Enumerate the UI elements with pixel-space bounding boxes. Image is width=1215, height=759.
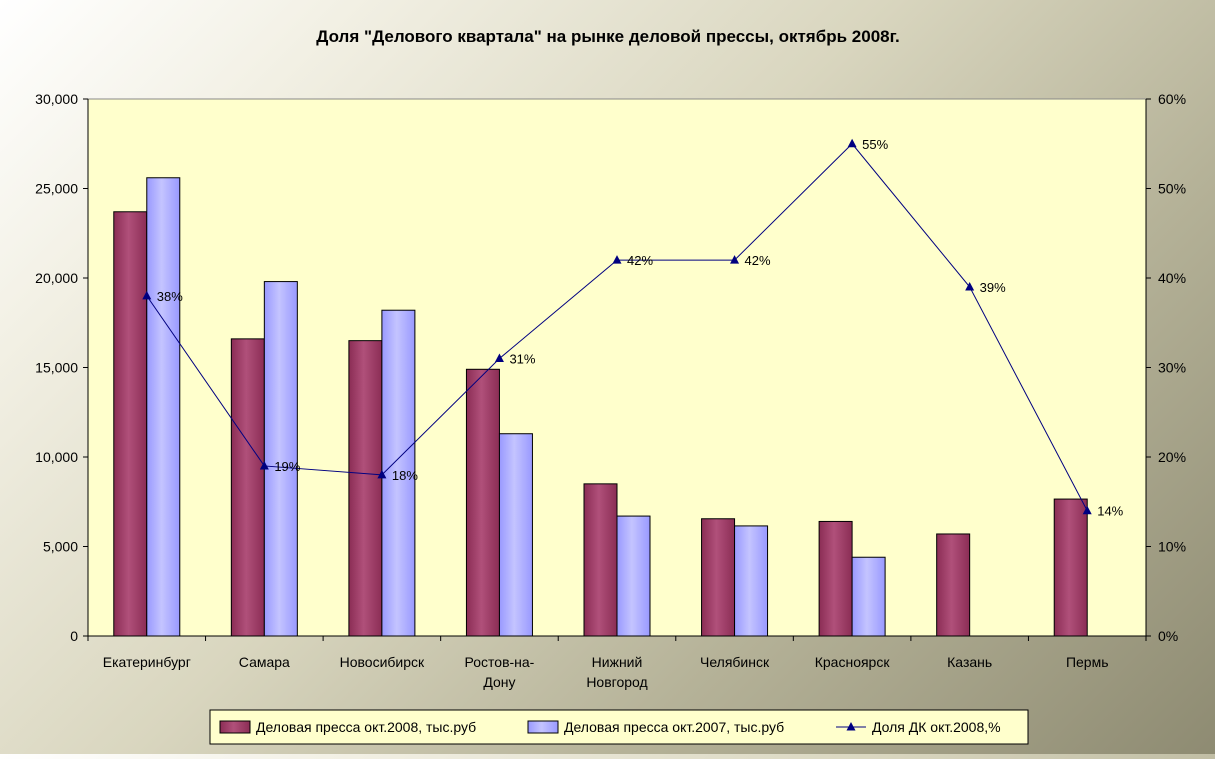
share-data-label-8: 14% [1097,504,1123,519]
bar-2007-6 [851,556,886,637]
share-marker-3 [494,353,504,363]
y-right-tick-label-4: 40% [1158,270,1186,286]
share-data-label-1: 19% [274,459,300,474]
share-data-label-6: 55% [862,137,888,152]
x-category-label-7-0: Казань [947,654,992,670]
x-category-label-4-0: Нижний [592,654,643,670]
bar-2008-2 [348,340,383,637]
y-left-tick-label-5: 25,000 [35,181,78,197]
share-data-label-7: 39% [980,280,1006,295]
bars-group [113,177,1088,637]
share-marker-1 [259,460,269,470]
y-left-tick-label-6: 30,000 [35,91,78,107]
axes-group: 0 5,000 10,000 15,000 20,000 25,000 30,000 0% 10… [35,91,1186,690]
legend: Деловая пресса окт.2008, тыс.руб Деловая … [209,709,1029,745]
y-left-tick-label-3: 15,000 [35,360,78,376]
share-marker-7 [965,281,975,291]
y-right-tick-label-2: 20% [1158,449,1186,465]
bar-2008-0 [113,211,148,637]
chart-title: Доля "Делового квартала" на рынке делово… [316,27,899,46]
bar-2008-4 [583,483,618,637]
share-marker-5 [730,255,740,264]
legend-box [209,709,1029,745]
y-left-tick-label-2: 10,000 [35,449,78,465]
share-marker-8 [1082,505,1092,515]
legend-label-2: Доля ДК окт.2008,% [872,719,1001,735]
y-right-tick-label-5: 50% [1158,181,1186,197]
share-data-label-5: 42% [745,253,771,268]
y-left-tick-label-1: 5,000 [43,539,78,555]
legend-marker-swatch [846,722,856,731]
share-marker-6 [847,138,857,148]
y-right-tick-label-3: 30% [1158,360,1186,376]
share-data-label-4: 42% [627,253,653,268]
x-category-label-6-0: Красноярск [815,654,891,670]
bar-2008-6 [818,520,853,637]
legend-label-0: Деловая пресса окт.2008, тыс.руб [256,719,476,735]
y-right-tick-label-1: 10% [1158,539,1186,555]
legend-swatch-1 [527,720,559,734]
line-layer: 38% 19% 18% 31% 42% 42% 55% 39% 14% [142,137,1124,519]
y-left-tick-label-0: 0 [70,628,78,644]
x-category-label-2-0: Новосибирск [340,654,425,670]
bar-2007-4 [616,515,651,637]
bar-2008-5 [701,518,736,637]
bar-2007-3 [498,433,533,637]
bar-2008-1 [230,338,265,637]
y-right-tick-label-6: 60% [1158,91,1186,107]
x-category-label-8-0: Пермь [1066,654,1109,670]
legend-label-1: Деловая пресса окт.2007, тыс.руб [564,719,784,735]
x-category-label-3-0: Ростов-на- [465,654,535,670]
x-category-label-5-0: Челябинск [700,654,770,670]
y-left-tick-label-4: 20,000 [35,270,78,286]
x-category-label-1-0: Самара [239,654,290,670]
x-category-label-0-0: Екатеринбург [103,654,191,670]
bar-2008-3 [465,368,500,637]
bar-2008-8 [1053,498,1088,637]
share-marker-0 [142,290,152,300]
bar-2008-7 [936,533,971,637]
y-right-tick-label-0: 0% [1158,628,1178,644]
share-data-label-2: 18% [392,468,418,483]
x-category-label-3-1: Дону [483,674,515,690]
share-data-label-0: 38% [157,289,183,304]
x-category-label-4-1: Новгород [586,674,647,690]
share-marker-4 [612,255,622,264]
share-data-label-3: 31% [509,352,535,367]
share-marker-2 [377,469,387,479]
legend-swatch-0 [219,720,251,734]
bar-2007-0 [146,177,181,637]
bar-2007-5 [734,525,769,637]
